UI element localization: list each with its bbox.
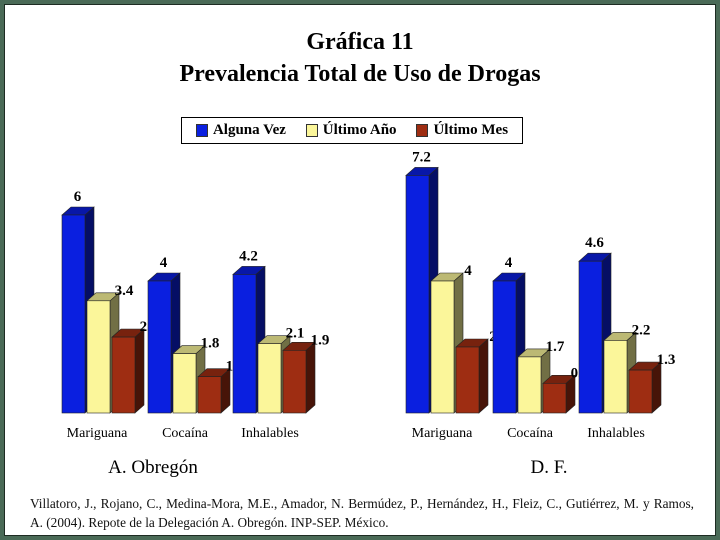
bar-obregon-inhalables-ultimo-mes <box>282 349 307 414</box>
bar-side-df-inhalables-ultimo-mes <box>651 361 662 414</box>
group-label-df: D. F. <box>530 457 567 478</box>
bar-obregon-cocaina-alguna-vez <box>147 280 172 414</box>
value-label-obregon-cocaina-ultimo-anio: 1.8 <box>201 336 220 352</box>
value-label-obregon-cocaina-alguna-vez: 4 <box>160 255 168 271</box>
bar-df-cocaina-ultimo-mes <box>542 382 567 414</box>
bar-df-inhalables-ultimo-mes <box>628 369 653 414</box>
value-label-df-inhalables-alguna-vez: 4.6 <box>585 235 604 251</box>
bar-df-mariguana-alguna-vez <box>405 175 430 414</box>
bar-obregon-cocaina-ultimo-anio <box>172 353 197 414</box>
value-label-df-cocaina-ultimo-anio: 1.7 <box>546 339 565 355</box>
legend-swatch-alguna-vez <box>195 124 208 137</box>
value-label-df-mariguana-alguna-vez: 7.2 <box>412 149 431 165</box>
legend-item-ultimo-mes: Último Mes <box>416 122 508 139</box>
legend-item-alguna-vez: Alguna Vez <box>195 122 286 139</box>
value-label-obregon-mariguana-ultimo-anio: 3.4 <box>115 283 134 299</box>
bar-obregon-mariguana-ultimo-anio <box>86 300 111 414</box>
legend-item-ultimo-anio: Último Año <box>305 122 397 139</box>
value-label-df-cocaina-alguna-vez: 4 <box>505 255 513 271</box>
bar-obregon-mariguana-ultimo-mes <box>111 336 136 414</box>
group-label-obregon: A. Obregón <box>108 457 198 478</box>
legend: Alguna Vez Último Año Último Mes <box>181 117 523 144</box>
value-label-df-inhalables-ultimo-anio: 2.2 <box>632 322 651 338</box>
legend-swatch-ultimo-anio <box>305 124 318 137</box>
category-label-obregon-cocaina: Cocaína <box>162 426 209 441</box>
bar-obregon-cocaina-ultimo-mes <box>197 376 222 414</box>
value-label-df-inhalables-ultimo-mes: 1.3 <box>657 352 676 368</box>
bar-obregon-mariguana-alguna-vez <box>61 214 86 414</box>
bar-df-mariguana-ultimo-anio <box>430 280 455 414</box>
legend-label-alguna-vez: Alguna Vez <box>212 122 286 138</box>
bar-df-cocaina-alguna-vez <box>492 280 517 414</box>
bar-side-obregon-mariguana-ultimo-mes <box>134 328 145 414</box>
bar-df-mariguana-ultimo-mes <box>455 346 480 414</box>
bar-df-cocaina-ultimo-anio <box>517 356 542 414</box>
value-label-obregon-inhalables-ultimo-anio: 2.1 <box>286 326 305 342</box>
title-line-2: Prevalencia Total de Uso de Drogas <box>179 61 541 87</box>
title-line-1: Gráfica 11 <box>306 29 414 55</box>
citation: Villatoro, J., Rojano, C., Medina-Mora, … <box>30 496 694 530</box>
value-label-obregon-mariguana-alguna-vez: 6 <box>74 189 82 205</box>
category-label-df-inhalables: Inhalables <box>587 426 645 441</box>
value-label-df-mariguana-ultimo-anio: 4 <box>464 263 472 279</box>
legend-label-ultimo-anio: Último Año <box>322 122 397 138</box>
bar-side-df-mariguana-ultimo-mes <box>478 338 489 414</box>
legend-label-ultimo-mes: Último Mes <box>433 122 509 138</box>
legend-swatch-ultimo-mes <box>416 124 429 137</box>
bar-obregon-inhalables-ultimo-anio <box>257 343 282 414</box>
value-label-obregon-inhalables-alguna-vez: 4.2 <box>239 248 258 264</box>
category-label-obregon-mariguana: Mariguana <box>67 426 128 441</box>
category-label-df-mariguana: Mariguana <box>412 426 473 441</box>
bar-df-inhalables-ultimo-anio <box>603 340 628 414</box>
value-label-obregon-inhalables-ultimo-mes: 1.9 <box>311 332 330 348</box>
bar-obregon-inhalables-alguna-vez <box>232 274 257 414</box>
bar-side-obregon-inhalables-ultimo-mes <box>305 341 316 414</box>
category-label-df-cocaina: Cocaína <box>507 426 554 441</box>
category-label-obregon-inhalables: Inhalables <box>241 426 299 441</box>
bar-df-inhalables-alguna-vez <box>578 260 603 414</box>
chart-title: Gráfica 11 Prevalencia Total de Uso de D… <box>0 26 720 90</box>
